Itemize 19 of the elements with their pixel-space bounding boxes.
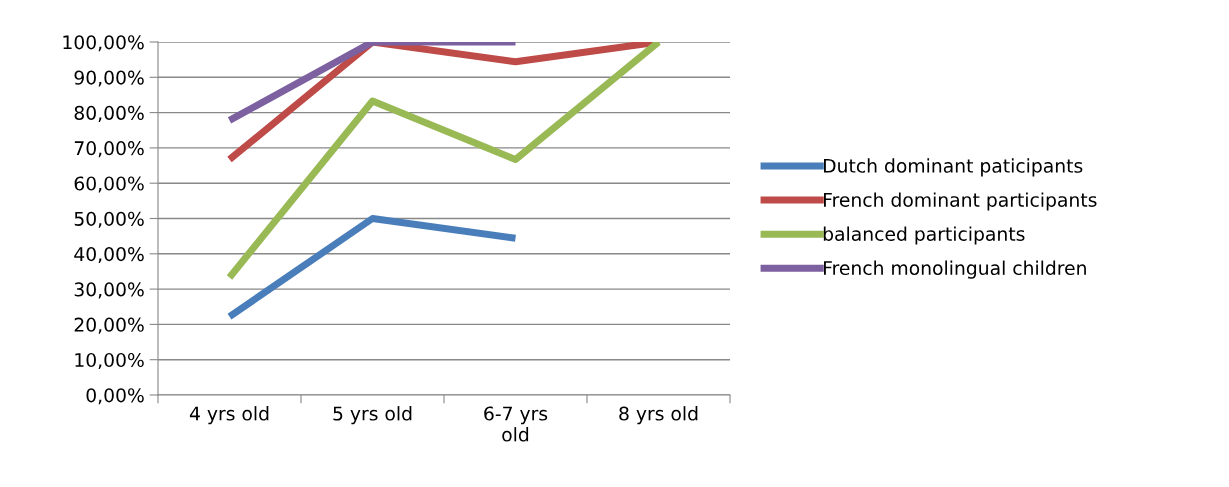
x-tick-label: 4 yrs old <box>189 406 269 425</box>
legend-label: balanced participants <box>823 226 1025 245</box>
y-tick-label: 70,00% <box>74 141 144 158</box>
y-tick-label: 20,00% <box>74 317 144 334</box>
y-tick-label: 60,00% <box>74 176 144 193</box>
legend-label: Dutch dominant paticipants <box>824 158 1083 177</box>
x-tick-label: 5 yrs old <box>333 406 412 425</box>
legend-label: French monolingual children <box>824 260 1086 279</box>
y-tick-label: 40,00% <box>74 247 144 264</box>
legend-label: French dominant participants <box>824 192 1097 211</box>
y-tick-label: 80,00% <box>74 105 144 122</box>
y-tick-label: 30,00% <box>74 282 144 299</box>
y-tick-label: 100,00% <box>63 35 144 52</box>
y-tick-label: 0,00% <box>86 388 144 405</box>
y-tick-label: 50,00% <box>74 211 144 228</box>
x-tick-label: 8 yrs old <box>619 406 698 425</box>
x-tick-label: 6-7 yrs old <box>484 406 548 442</box>
y-tick-label: 10,00% <box>75 352 144 369</box>
y-tick-label: 90,00% <box>74 70 144 87</box>
